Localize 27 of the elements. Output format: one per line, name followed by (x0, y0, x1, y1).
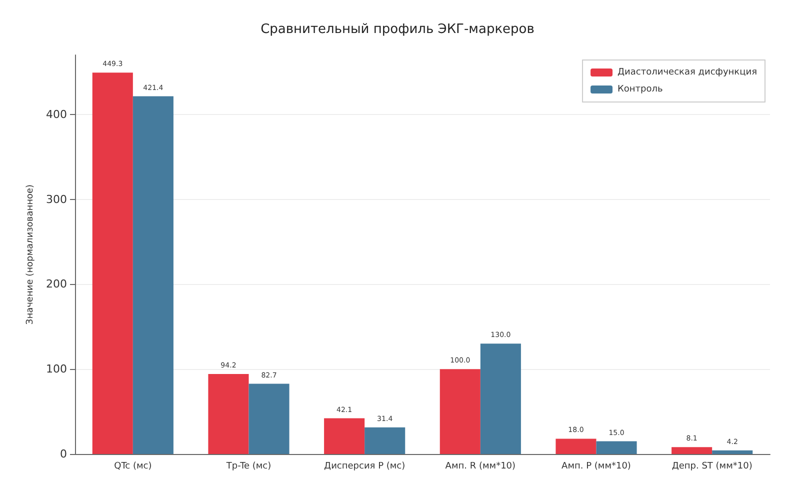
y-axis-title: Значение (нормализованное) (26, 184, 36, 325)
legend-label: Контроль (618, 84, 663, 94)
bar (208, 374, 249, 454)
y-tick-label: 300 (46, 192, 67, 206)
x-tick-label: Tp-Te (мс) (225, 462, 272, 472)
bar (364, 427, 406, 454)
chart-title: Сравнительный профиль ЭКГ-маркеров (260, 22, 534, 37)
x-tick-label: Амп. P (мм*10) (562, 462, 631, 472)
y-tick-label: 400 (46, 108, 67, 121)
y-tick-label: 0 (60, 448, 67, 460)
x-tick-label: Амп. R (мм*10) (445, 462, 516, 472)
bar (672, 447, 712, 454)
bar (712, 450, 753, 454)
x-tick-label: Дисперсия P (мс) (324, 462, 406, 472)
bar (480, 344, 521, 454)
x-tick-label: QTc (мс) (114, 462, 152, 472)
bar (324, 418, 365, 454)
legend-label: Диастолическая дисфункция (618, 68, 758, 78)
bar (132, 96, 174, 454)
y-tick-label: 100 (46, 362, 67, 376)
y-tick-label: 200 (46, 278, 67, 291)
bar (248, 384, 290, 454)
bar (92, 72, 133, 454)
x-tick-label: Депр. ST (мм*10) (672, 462, 752, 472)
bar (440, 369, 480, 454)
bar (596, 441, 637, 454)
bar (556, 438, 596, 454)
